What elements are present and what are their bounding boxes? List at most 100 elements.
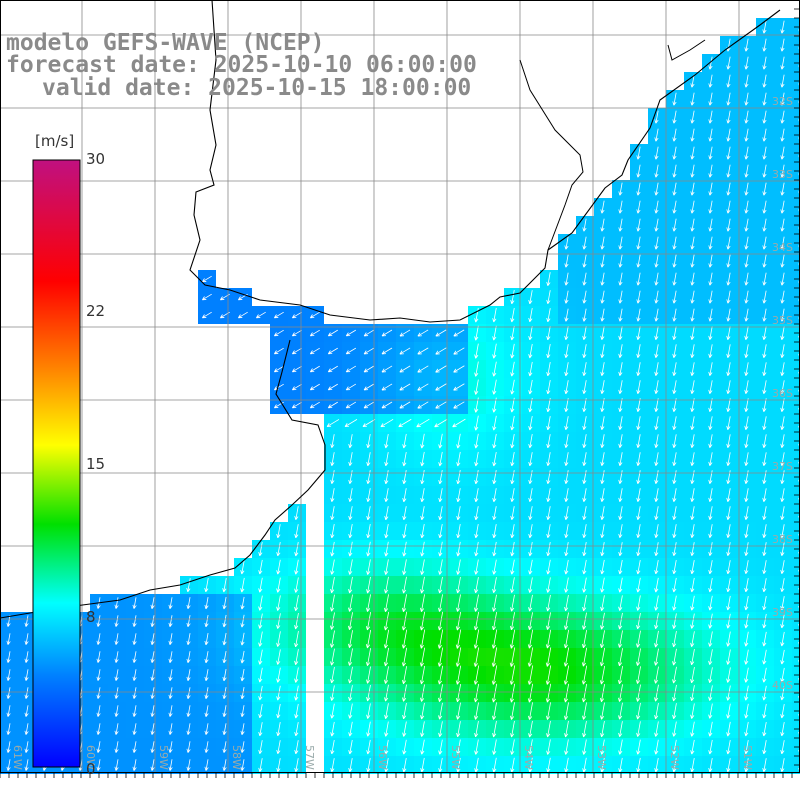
wind-arrow xyxy=(582,416,587,431)
wind-arrow xyxy=(600,308,605,322)
wind-arrow xyxy=(672,703,677,719)
wind-arrow xyxy=(384,684,389,702)
wind-arrow xyxy=(690,721,695,737)
wind-arrow xyxy=(744,308,749,322)
wind-arrow xyxy=(780,110,785,124)
wind-arrow xyxy=(114,633,119,645)
wind-arrow xyxy=(546,506,551,521)
wind-arrow xyxy=(402,721,407,737)
wind-arrow xyxy=(582,506,587,520)
wind-arrow xyxy=(222,723,227,735)
wind-arrow xyxy=(24,705,29,717)
wind-arrow xyxy=(708,362,713,376)
latitude-label: 40S xyxy=(772,679,793,692)
wind-arrow xyxy=(708,506,713,520)
wind-arrow xyxy=(582,452,587,466)
wind-arrow xyxy=(24,669,29,681)
wind-arrow xyxy=(474,702,479,720)
wind-arrow xyxy=(6,669,11,681)
wind-arrow xyxy=(726,200,731,214)
colorbar-tick-15: 15 xyxy=(86,455,106,473)
wind-arrow xyxy=(437,611,444,631)
wind-arrow xyxy=(204,669,209,682)
wind-arrow xyxy=(618,200,623,214)
wind-arrow xyxy=(600,559,605,575)
wind-arrow xyxy=(276,649,281,665)
wind-arrow xyxy=(690,236,695,250)
wind-arrow xyxy=(582,470,587,484)
wind-arrow xyxy=(366,506,371,521)
wind-arrow xyxy=(690,164,695,178)
wind-arrow xyxy=(744,236,749,250)
wind-arrow xyxy=(510,506,515,521)
wind-arrow xyxy=(474,343,479,359)
wind-arrow xyxy=(294,506,299,521)
wind-arrow xyxy=(96,741,101,753)
wind-arrow xyxy=(780,344,785,358)
wind-arrow xyxy=(114,741,119,753)
wind-arrow xyxy=(744,524,749,538)
wind-arrow xyxy=(780,434,785,448)
wind-arrow xyxy=(362,419,376,428)
wind-arrow xyxy=(672,362,677,376)
wind-arrow xyxy=(654,684,659,702)
wind-arrow xyxy=(492,451,497,467)
wind-arrow xyxy=(456,757,461,773)
longitude-label: 61W xyxy=(11,745,24,770)
longitude-label: 51W xyxy=(741,745,754,770)
wind-arrow xyxy=(582,739,587,755)
wind-arrow xyxy=(474,577,479,594)
wind-arrow xyxy=(204,687,209,699)
colorbar-gradient xyxy=(32,159,81,768)
wind-arrow xyxy=(564,326,569,341)
wind-arrow xyxy=(744,146,749,160)
wind-arrow xyxy=(690,560,695,575)
wind-arrow xyxy=(204,741,209,753)
wind-arrow xyxy=(780,488,785,502)
wind-arrow xyxy=(690,326,695,340)
wind-arrow xyxy=(258,577,263,593)
wind-arrow xyxy=(546,524,551,539)
wind-arrow xyxy=(545,665,552,685)
wind-arrow xyxy=(708,326,713,340)
wind-arrow xyxy=(581,647,588,667)
wind-arrow xyxy=(600,488,605,502)
wind-arrow xyxy=(690,110,695,124)
wind-arrow xyxy=(455,684,462,703)
wind-arrow xyxy=(527,665,534,685)
wind-arrow xyxy=(582,577,587,593)
wind-arrow xyxy=(762,470,767,484)
wind-arrow xyxy=(564,757,569,773)
wind-arrow xyxy=(492,470,497,485)
wind-arrow xyxy=(545,629,552,649)
wind-arrow xyxy=(564,272,569,286)
wind-arrow xyxy=(168,597,173,609)
wind-arrow xyxy=(618,380,623,394)
wind-arrow xyxy=(744,290,749,304)
wind-arrow xyxy=(581,630,588,649)
wind-arrow xyxy=(114,723,119,735)
wind-arrow xyxy=(690,524,695,538)
wind-arrow xyxy=(635,666,641,684)
wind-arrow xyxy=(636,506,641,520)
wind-arrow xyxy=(435,401,447,409)
wind-arrow xyxy=(348,666,353,684)
wind-arrow xyxy=(330,666,335,684)
wind-arrow xyxy=(690,470,695,484)
wind-arrow xyxy=(599,684,606,703)
wind-arrow xyxy=(708,110,713,124)
wind-arrow xyxy=(672,416,677,430)
wind-arrow xyxy=(492,541,497,557)
wind-arrow xyxy=(762,758,767,773)
wind-arrow xyxy=(528,488,533,503)
wind-arrow xyxy=(762,308,767,322)
wind-arrow xyxy=(581,702,587,720)
coastline-argentina xyxy=(0,339,326,619)
wind-arrow xyxy=(222,759,227,771)
wind-arrow xyxy=(600,702,605,720)
wind-arrow xyxy=(345,401,357,409)
wind-arrow xyxy=(672,757,677,773)
wind-arrow xyxy=(492,379,497,395)
longitude-label: 53W xyxy=(595,745,608,770)
wind-arrow xyxy=(726,326,731,340)
